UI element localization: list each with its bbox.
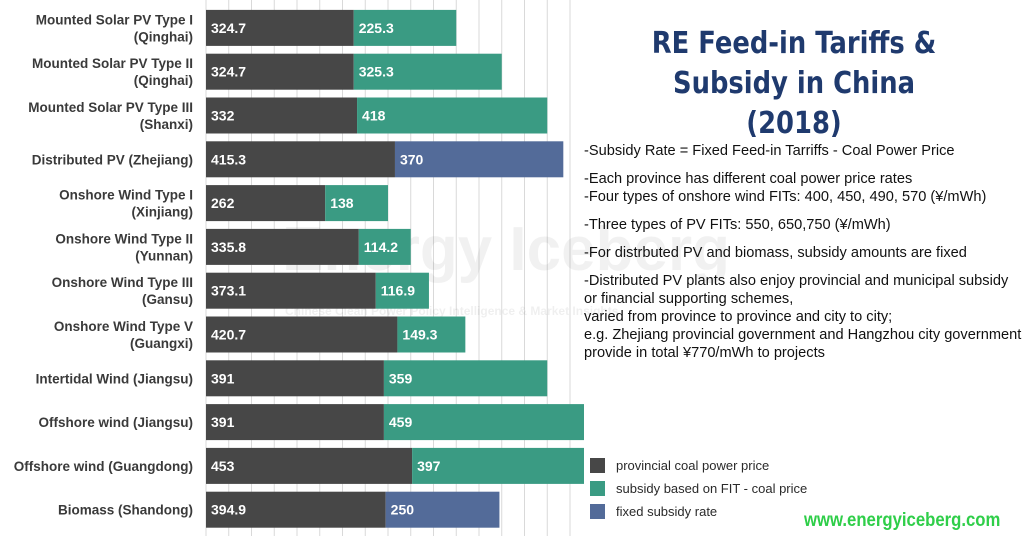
category-label: Intertidal Wind (Jiangsu) (36, 371, 193, 386)
category-label: Distributed PV (Zhejiang) (32, 152, 193, 167)
bar-segment (353, 9, 457, 46)
data-label: 370 (400, 151, 424, 167)
bar-segment (383, 360, 548, 397)
note-pv-fits: -Three types of PV FITs: 550, 650,750 (¥… (584, 217, 891, 233)
bar-segment (412, 447, 584, 484)
data-label: 373.1 (211, 283, 246, 299)
bar-segment (206, 141, 395, 178)
website-link[interactable]: www.energyiceberg.com (804, 510, 1001, 531)
bars: 324.7 225.3 324.7 325.3 332 418 415.3 370 262 138… (206, 9, 584, 528)
notes-panel: -Subsidy Rate = Fixed Feed-in Tarriffs -… (584, 142, 1022, 372)
bar-segment (385, 491, 500, 528)
bar-segment (206, 9, 354, 46)
bar-segment (397, 316, 466, 353)
category-label: Onshore Wind Type I (59, 188, 193, 203)
note-coal-price: -Each province has different coal power … (584, 171, 913, 187)
data-label: 324.7 (211, 64, 246, 80)
bar-segment (375, 272, 429, 309)
data-label: 418 (362, 108, 386, 124)
data-label: 391 (211, 414, 235, 430)
category-label: (Yunnan) (135, 248, 193, 263)
bar-segment (206, 404, 384, 441)
bar-segment (206, 53, 354, 90)
data-label: 324.7 (211, 20, 246, 36)
data-label: 397 (417, 458, 441, 474)
category-label: Offshore wind (Guangdong) (14, 459, 193, 474)
bar-segment (206, 97, 358, 134)
data-label: 116.9 (381, 283, 415, 299)
note-distributed-pv: -Distributed PV plants also enjoy provin… (584, 273, 1022, 361)
data-label: 359 (389, 370, 413, 386)
category-label: (Shanxi) (140, 117, 193, 132)
legend-swatch (590, 504, 605, 519)
data-label: 149.3 (402, 327, 437, 343)
note-subsidy-rate: -Subsidy Rate = Fixed Feed-in Tarriffs -… (584, 143, 955, 159)
category-label: Mounted Solar PV Type I (36, 12, 193, 27)
category-label: (Guangxi) (130, 336, 193, 351)
data-label: 138 (330, 195, 354, 211)
category-label: (Gansu) (142, 292, 193, 307)
category-label: Onshore Wind Type II (55, 231, 193, 246)
bar-segment (206, 228, 359, 265)
category-label: Onshore Wind Type III (52, 275, 193, 290)
category-label: Biomass (Shandong) (58, 503, 193, 518)
bar-segment (357, 97, 548, 134)
category-labels: Mounted Solar PV Type I (Qinghai) Mounted … (14, 12, 193, 517)
category-label: (Qinghai) (134, 29, 193, 44)
data-label: 250 (391, 502, 415, 518)
category-label: Offshore wind (Jiangsu) (38, 415, 193, 430)
legend: provincial coal power price subsidy based… (590, 458, 807, 519)
bar-segment (383, 404, 584, 441)
bar-segment (206, 316, 398, 353)
bar-segment (206, 447, 413, 484)
legend-swatch (590, 458, 605, 473)
chart-title: RE Feed-in Tariffs & Subsidy in China (2… (651, 26, 937, 141)
data-label: 391 (211, 370, 235, 386)
legend-label: subsidy based on FIT - coal price (616, 481, 807, 496)
data-label: 394.9 (211, 502, 246, 518)
legend-swatch (590, 481, 605, 496)
data-label: 335.8 (211, 239, 246, 255)
data-label: 453 (211, 458, 235, 474)
category-label: Mounted Solar PV Type II (32, 56, 193, 71)
category-label: (Qinghai) (134, 73, 193, 88)
bar-segment (206, 272, 376, 309)
data-label: 325.3 (359, 64, 394, 80)
bar-segment (206, 185, 326, 222)
note-fixed-subsidy: -For distrbuted PV and biomass, subsidy … (584, 245, 967, 261)
data-label: 459 (389, 414, 413, 430)
data-label: 332 (211, 108, 235, 124)
bar-segment (353, 53, 502, 90)
bar-segment (394, 141, 564, 178)
category-label: (Xinjiang) (132, 205, 194, 220)
bar-segment (206, 360, 384, 397)
bar-segment (358, 228, 411, 265)
data-label: 415.3 (211, 151, 246, 167)
legend-label: provincial coal power price (616, 458, 769, 473)
data-label: 114.2 (364, 239, 398, 255)
category-label: Mounted Solar PV Type III (28, 100, 193, 115)
category-label: Onshore Wind Type V (54, 319, 193, 334)
data-label: 225.3 (359, 20, 394, 36)
data-label: 262 (211, 195, 235, 211)
legend-label: fixed subsidy rate (616, 504, 717, 519)
bar-segment (206, 491, 386, 528)
data-label: 420.7 (211, 327, 246, 343)
note-wind-fits: -Four types of onshore wind FITs: 400, 4… (584, 189, 987, 205)
bar-segment (325, 185, 388, 222)
